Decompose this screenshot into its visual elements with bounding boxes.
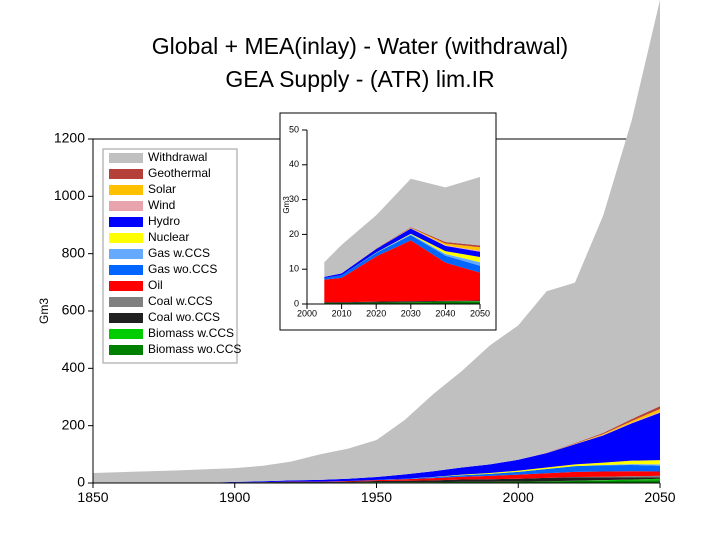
- chart-subtitle: GEA Supply - (ATR) lim.IR: [225, 66, 494, 92]
- area: [324, 234, 480, 278]
- x-tick-label: 1950: [361, 489, 392, 505]
- area: [324, 235, 480, 280]
- legend-swatch: [109, 249, 143, 259]
- area: [93, 480, 660, 483]
- chart-title: Global + MEA(inlay) - Water (withdrawal): [152, 33, 568, 59]
- legend-swatch: [109, 313, 143, 323]
- legend-swatch: [109, 185, 143, 195]
- legend-swatch: [109, 233, 143, 243]
- legend-swatch: [109, 297, 143, 307]
- x-tick-label: 2030: [401, 308, 421, 318]
- area: [93, 0, 660, 483]
- x-tick-label: 2050: [470, 308, 490, 318]
- legend-label: Geothermal: [148, 166, 211, 180]
- y-tick-label: 800: [62, 244, 86, 260]
- y-tick-label: 1000: [54, 187, 85, 203]
- y-tick-label: 10: [289, 264, 299, 274]
- area: [324, 228, 480, 278]
- area: [324, 240, 480, 303]
- legend-label: Biomass w.CCS: [148, 326, 234, 340]
- x-tick-label: 2000: [503, 489, 534, 505]
- legend-swatch: [109, 265, 143, 275]
- x-tick-label: 2010: [332, 308, 352, 318]
- area: [324, 176, 480, 277]
- x-tick-label: 2000: [297, 308, 317, 318]
- y-tick-label: 0: [294, 298, 299, 308]
- area: [324, 301, 480, 304]
- legend-swatch: [109, 153, 143, 163]
- x-tick-label: 2050: [644, 489, 675, 505]
- y-tick-label: 30: [289, 194, 299, 204]
- y-tick-label: 0: [77, 474, 85, 490]
- legend-swatch: [109, 201, 143, 211]
- legend-label: Coal wo.CCS: [148, 310, 220, 324]
- legend-swatch: [109, 169, 143, 179]
- area: [324, 300, 480, 303]
- legend-label: Oil: [148, 278, 163, 292]
- legend: Withdrawal Geothermal Solar Wind Hydro Nuclea…: [102, 148, 241, 364]
- y-tick-label: 1200: [54, 130, 85, 146]
- x-tick-label: 2020: [366, 308, 386, 318]
- legend-label: Hydro: [148, 214, 180, 228]
- legend-label: Wind: [148, 198, 175, 212]
- area: [324, 301, 480, 303]
- y-tick-label: 400: [62, 359, 86, 375]
- x-tick-label: 1850: [77, 489, 108, 505]
- legend-label: Gas w.CCS: [148, 246, 210, 260]
- area: [93, 471, 660, 483]
- legend-label: Biomass wo.CCS: [148, 342, 241, 356]
- legend-swatch: [109, 281, 143, 291]
- legend-swatch: [109, 217, 143, 227]
- legend-label: Gas wo.CCS: [148, 262, 217, 276]
- legend-label: Nuclear: [148, 230, 189, 244]
- y-axis-label: Gm3: [282, 196, 291, 214]
- y-axis-label: Gm3: [37, 298, 51, 324]
- y-tick-label: 50: [289, 124, 299, 134]
- y-tick-label: 20: [289, 229, 299, 239]
- area: [93, 412, 660, 483]
- y-tick-label: 200: [62, 416, 86, 432]
- legend-label: Withdrawal: [148, 150, 207, 164]
- y-tick-label: 40: [289, 159, 299, 169]
- area: [93, 464, 660, 483]
- x-tick-label: 2040: [435, 308, 455, 318]
- area: [93, 477, 660, 483]
- x-tick-label: 1900: [219, 489, 250, 505]
- legend-label: Coal w.CCS: [148, 294, 213, 308]
- legend-label: Solar: [148, 182, 176, 196]
- legend-swatch: [109, 329, 143, 339]
- legend-swatch: [109, 345, 143, 355]
- y-tick-label: 600: [62, 302, 86, 318]
